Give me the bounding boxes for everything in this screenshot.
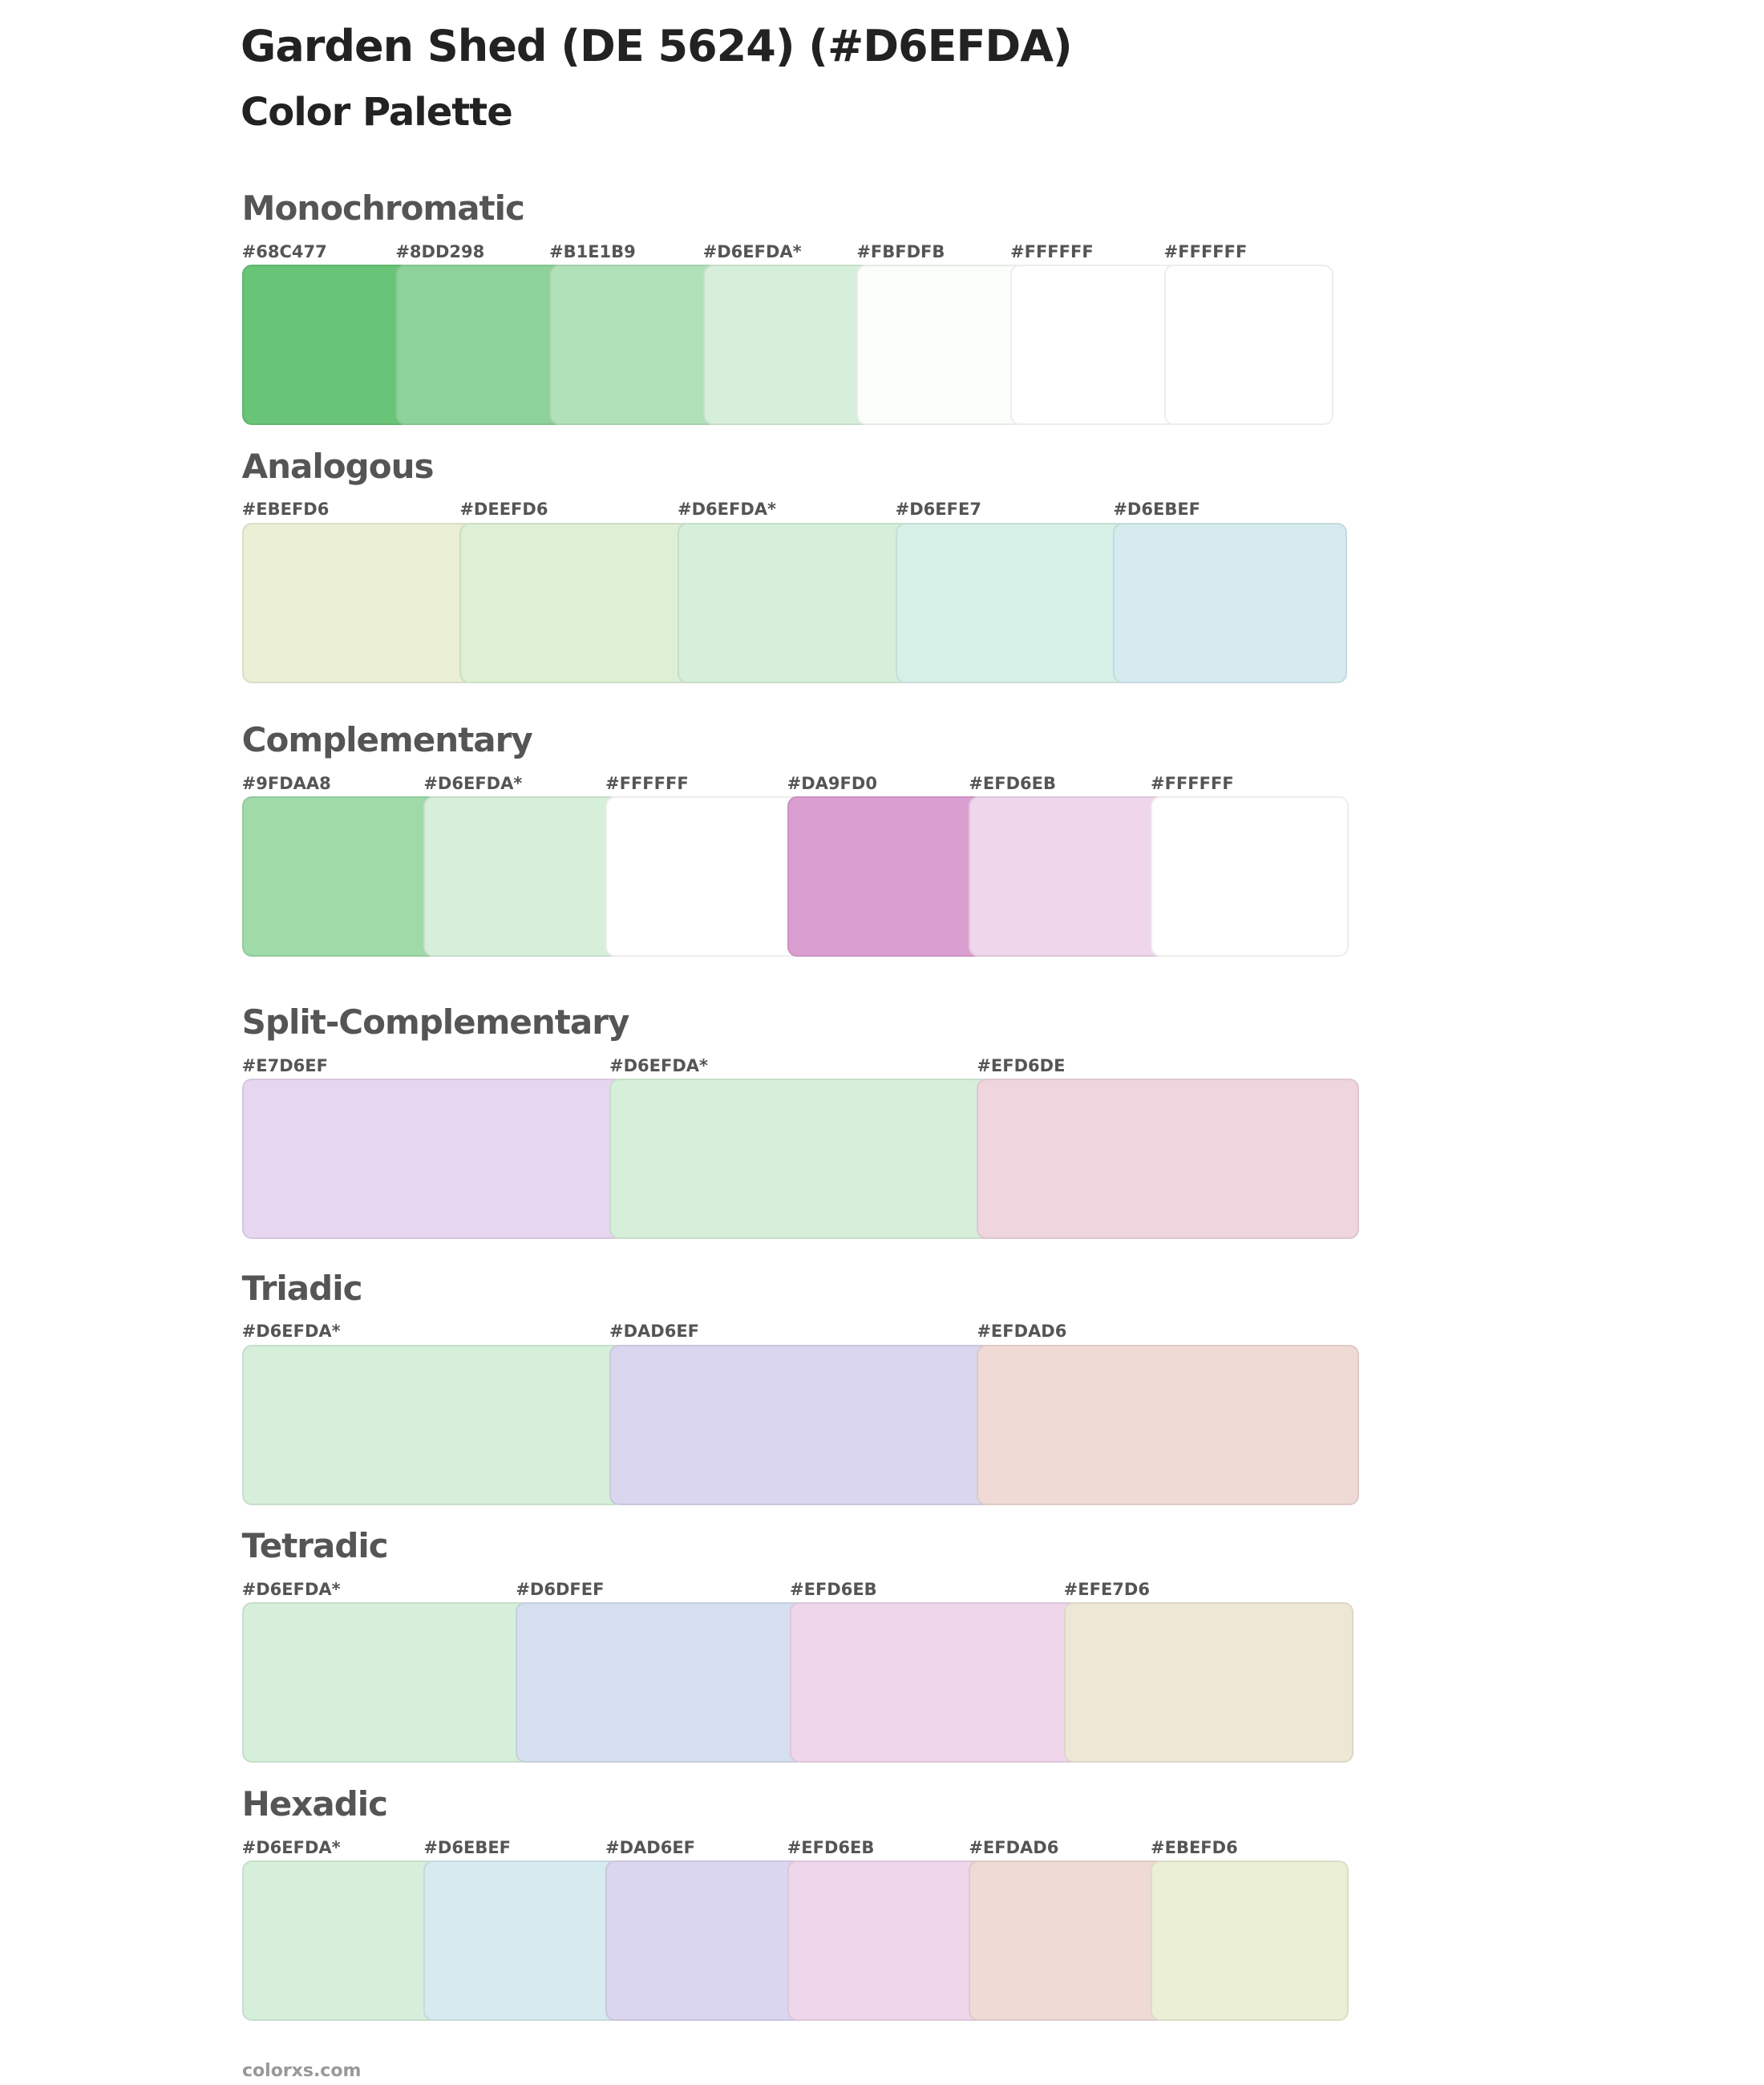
swatch-label: #D6EFDA* <box>423 774 523 793</box>
color-swatch <box>678 522 912 683</box>
page-title: Garden Shed (DE 5624) (#D6EFDA) <box>241 21 1073 71</box>
color-swatch <box>1063 1602 1354 1763</box>
swatch-label: #8DD298 <box>395 241 485 261</box>
color-swatch <box>1151 1860 1349 2021</box>
section-heading: Complementary <box>241 720 533 760</box>
swatch-label: #D6EFDA* <box>609 1055 708 1075</box>
swatch-label: #EBEFD6 <box>241 500 330 520</box>
color-swatch <box>1151 796 1349 957</box>
color-swatch <box>241 1344 625 1505</box>
swatch-label: #EFD6DE <box>977 1055 1066 1075</box>
section-heading: Split-Complementary <box>241 1002 630 1042</box>
section-heading: Tetradic <box>241 1526 389 1566</box>
color-swatch <box>609 1344 992 1505</box>
swatch-label: #EFD6EB <box>969 774 1057 793</box>
swatch-label: #DAD6EF <box>609 1322 700 1342</box>
swatch-label: #D6DFEF <box>516 1580 605 1599</box>
swatch-label: #B1E1B9 <box>549 241 636 261</box>
swatch-label: #FFFFFF <box>605 774 689 793</box>
color-swatch <box>459 522 694 683</box>
color-swatch <box>423 1860 621 2021</box>
color-swatch <box>969 796 1167 957</box>
color-swatch <box>605 1860 803 2021</box>
swatch-label: #D6EFE7 <box>895 500 981 520</box>
swatch-label: #EBEFD6 <box>1151 1837 1238 1857</box>
swatch-label: #FBFDFB <box>856 241 945 261</box>
swatch-label: #DAD6EF <box>605 1837 696 1857</box>
color-swatch <box>605 796 803 957</box>
swatch-label: #EFDAD6 <box>969 1837 1059 1857</box>
color-swatch <box>516 1602 806 1763</box>
color-swatch <box>609 1079 992 1239</box>
color-swatch <box>702 265 873 425</box>
color-swatch <box>423 796 621 957</box>
color-swatch <box>395 265 565 425</box>
footer: colorxs.com <box>242 2061 362 2081</box>
section-heading: Triadic <box>241 1268 363 1308</box>
color-swatch <box>790 1602 1080 1763</box>
swatch-label: #D6EBEF <box>423 1837 512 1857</box>
color-swatch <box>241 1602 532 1763</box>
swatch-label: #EFE7D6 <box>1063 1580 1150 1599</box>
color-swatch <box>241 522 476 683</box>
section-heading: Analogous <box>241 446 435 486</box>
swatch-label: #FFFFFF <box>1010 241 1094 261</box>
swatch-label: #D6EFDA* <box>241 1837 341 1857</box>
swatch-label: #D6EFDA* <box>241 1580 341 1599</box>
color-swatch <box>1113 522 1347 683</box>
swatch-label: #EFDAD6 <box>977 1322 1067 1342</box>
swatch-label: #D6EFDA* <box>702 241 802 261</box>
page-subtitle: Color Palette <box>241 90 513 135</box>
color-swatch <box>895 522 1130 683</box>
swatch-label: #EFD6EB <box>790 1580 877 1599</box>
swatch-label: #D6EFDA* <box>241 1322 341 1342</box>
swatch-label: #EFD6EB <box>787 1837 875 1857</box>
color-swatch <box>241 796 440 957</box>
swatch-label: #D6EBEF <box>1113 500 1201 520</box>
color-swatch <box>969 1860 1167 2021</box>
color-swatch <box>1010 265 1180 425</box>
color-swatch <box>787 796 985 957</box>
color-swatch <box>241 1079 625 1239</box>
swatch-label: #FFFFFF <box>1151 774 1234 793</box>
section-heading: Monochromatic <box>241 188 525 228</box>
color-swatch <box>241 265 412 425</box>
section-heading: Hexadic <box>241 1784 388 1824</box>
swatch-label: #FFFFFF <box>1163 241 1248 261</box>
color-swatch <box>787 1860 985 2021</box>
color-swatch <box>549 265 719 425</box>
swatch-label: #9FDAA8 <box>241 774 331 793</box>
color-swatch <box>977 1079 1359 1239</box>
color-swatch <box>977 1344 1359 1505</box>
swatch-label: #E7D6EF <box>241 1055 328 1075</box>
swatch-label: #DA9FD0 <box>787 774 877 793</box>
color-swatch <box>241 1860 440 2021</box>
swatch-label: #DEEFD6 <box>459 500 548 520</box>
swatch-label: #D6EFDA* <box>678 500 776 520</box>
swatch-label: #68C477 <box>241 241 327 261</box>
color-swatch <box>856 265 1026 425</box>
color-swatch <box>1163 265 1334 425</box>
